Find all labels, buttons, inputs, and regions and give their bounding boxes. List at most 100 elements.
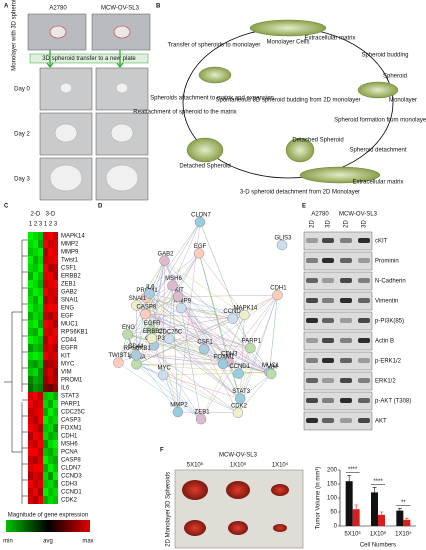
band [340,338,352,343]
heatmap-cell [28,256,33,264]
blot [303,291,373,311]
y-tick-label: 100 [327,496,338,502]
gene-label: CCND3 [61,474,82,480]
condition-label: 3D [362,219,368,227]
heatmap-cell [28,288,33,296]
gene-label: PARP1 [61,402,81,408]
heatmap-cell [53,320,58,328]
network-node [122,329,133,340]
error-bar [354,504,359,510]
network-edge [136,364,202,420]
heatmap-cell [33,288,38,296]
heatmap-cell [33,424,38,432]
node-label: TWIST1 [108,353,131,359]
dose-label: 1X10⁶ [230,462,247,469]
heatmap-cell [43,328,48,336]
band [306,398,318,403]
heatmap-cell [53,264,58,272]
band [322,358,334,363]
network-node [113,357,124,368]
node-label: FOXM1 [214,354,235,360]
heatmap-cell [33,488,38,496]
network-edge [118,253,200,363]
network-edge [237,373,272,413]
diagram-label: Spheroids attachment to matrix and expan… [150,96,274,102]
blot [303,411,373,431]
network-node [217,358,229,370]
replicate-label: 2 [34,222,38,228]
network-edge [136,355,224,365]
heatmap-cell [43,296,48,304]
heatmap-cell [53,424,58,432]
heatmap-cell [38,472,43,480]
heatmap-cell [53,456,58,464]
band [306,338,318,343]
heatmap-cell [38,248,43,256]
network-edge [149,221,201,294]
network-node [172,406,184,418]
bar [345,481,353,526]
heatmap-cell [38,368,43,376]
network-edge [239,347,251,399]
significance-label: **** [373,479,383,485]
network-edge [162,260,165,376]
spheroid [110,123,134,143]
heatmap-cell [38,312,43,320]
heatmap-cell [53,296,58,304]
band [358,398,370,403]
network-node [131,300,142,311]
gene-label: CDH1 [61,434,78,440]
node-label: RPS6KB1 [124,346,152,352]
network-edge [178,294,278,297]
heatmap-cell [38,416,43,424]
heatmap-cell [48,416,53,424]
x-tick-label: 1X10⁶ [370,531,387,538]
heatmap-cell [38,480,43,488]
replicate-label: 3 [39,222,43,228]
heatmap-cell [33,312,38,320]
heatmap-cell [28,408,33,416]
network-edge [169,338,224,365]
heatmap-cell [28,424,33,432]
band [306,318,318,323]
gene-label: CDC25C [61,410,86,416]
network-node [232,407,244,418]
node-label: MMP9 [174,299,192,305]
band [358,238,370,243]
diagram-label: Spheroid detachment [349,148,406,154]
heatmap-cell [43,456,48,464]
gene-label: CD44 [61,338,77,344]
network-edge [136,314,245,365]
x-tick-label: 1X10⁵ [395,531,412,538]
heatmap-cell [48,424,53,432]
heatmap-cell [33,392,38,400]
heatmap-cell [43,464,48,472]
heatmap-cell [53,464,58,472]
y-axis-label: Tumor Volume (in mm³) [316,467,322,530]
network-edge [136,253,200,365]
network-node [157,369,169,381]
dendrogram [4,239,28,504]
heatmap-cell [48,432,53,440]
gene-label: STAT3 [61,394,79,400]
network-edge [149,293,272,375]
node-label: STAT3 [232,389,250,395]
heatmap-cell [43,440,48,448]
network-edge [136,285,173,306]
network-edge [136,294,278,365]
gene-label: ENG [61,306,74,312]
heatmap-cell [28,272,33,280]
heatmap-cell [28,360,33,368]
network-edge [164,260,245,316]
heatmap-cell [33,280,38,288]
band [322,238,334,243]
network-edge [222,314,245,365]
group-label: 2-D [31,212,41,218]
diagram-label: Spheroid formation from monolayer cells [334,118,426,124]
gene-label: EGFR [61,346,78,352]
heatmap-cell [48,280,53,288]
network-edge [168,285,173,339]
network-edge [177,411,238,414]
heatmap-cell [38,264,43,272]
diagram-label: Extracellular matrix [304,36,355,42]
